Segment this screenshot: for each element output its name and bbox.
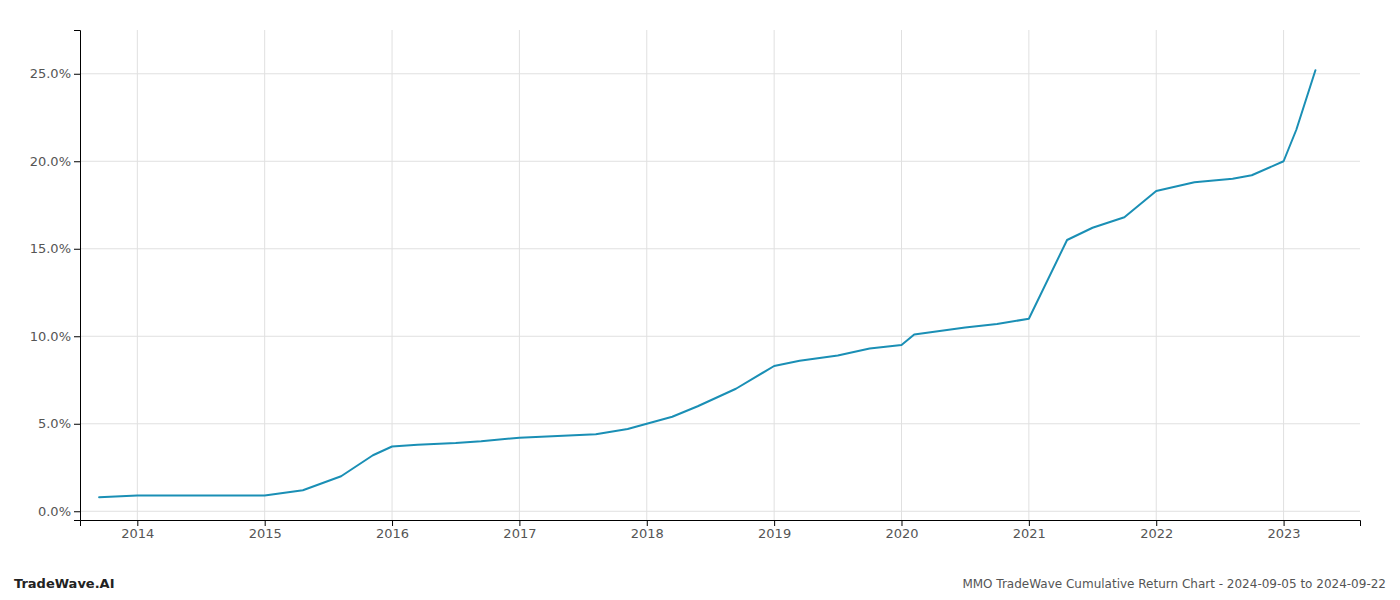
x-tick: 2015 bbox=[249, 520, 282, 541]
grid-line-x bbox=[901, 30, 902, 520]
x-tick-label: 2018 bbox=[631, 526, 664, 541]
y-tick: 0.0% bbox=[38, 504, 80, 519]
x-axis-line bbox=[81, 521, 1361, 527]
y-tick: 25.0% bbox=[30, 66, 80, 81]
x-tick-label: 2015 bbox=[249, 526, 282, 541]
y-tick-label: 15.0% bbox=[30, 241, 71, 256]
x-tick-label: 2022 bbox=[1140, 526, 1173, 541]
y-axis-line bbox=[74, 31, 81, 521]
y-tick-mark bbox=[74, 74, 80, 75]
x-tick: 2017 bbox=[503, 520, 536, 541]
y-tick-mark bbox=[74, 336, 80, 337]
grid-line-x bbox=[137, 30, 138, 520]
y-axis: 0.0% 5.0% 10.0% 15.0% 20.0% 25.0% bbox=[30, 31, 81, 521]
x-tick-label: 2017 bbox=[503, 526, 536, 541]
x-tick: 2021 bbox=[1013, 520, 1046, 541]
x-tick: 2016 bbox=[376, 520, 409, 541]
x-tick: 2022 bbox=[1140, 520, 1173, 541]
x-tick-label: 2023 bbox=[1268, 526, 1301, 541]
grid-line-x bbox=[264, 30, 265, 520]
y-tick-mark bbox=[74, 424, 80, 425]
grid-line-x bbox=[519, 30, 520, 520]
title: MMO TradeWave Cumulative Return Chart - … bbox=[962, 577, 1386, 591]
x-tick: 2019 bbox=[758, 520, 791, 541]
x-tick: 2023 bbox=[1268, 520, 1301, 541]
grid-line-x bbox=[774, 30, 775, 520]
grid-line-y bbox=[80, 336, 1360, 337]
y-tick-label: 0.0% bbox=[38, 504, 71, 519]
x-tick: 2020 bbox=[885, 520, 918, 541]
x-tick-mark bbox=[519, 520, 520, 526]
y-tick-label: 25.0% bbox=[30, 66, 71, 81]
watermark: TradeWave.AI bbox=[14, 576, 115, 591]
x-tick-label: 2020 bbox=[885, 526, 918, 541]
line bbox=[99, 70, 1315, 497]
grid-line-y bbox=[80, 248, 1360, 249]
grid-line-x bbox=[646, 30, 647, 520]
x-tick-label: 2014 bbox=[121, 526, 154, 541]
x-tick-mark bbox=[137, 520, 138, 526]
grid-line-x bbox=[1283, 30, 1284, 520]
x-tick-label: 2021 bbox=[1013, 526, 1046, 541]
y-tick-mark bbox=[74, 511, 80, 512]
y-tick: 10.0% bbox=[30, 329, 80, 344]
grid bbox=[80, 30, 1360, 520]
y-tick: 5.0% bbox=[38, 416, 80, 431]
x-tick: 2014 bbox=[121, 520, 154, 541]
grid-line-x bbox=[1156, 30, 1157, 520]
plot-area bbox=[99, 70, 1315, 497]
y-tick: 20.0% bbox=[30, 154, 80, 169]
y-tick-label: 10.0% bbox=[30, 329, 71, 344]
chart: 2014 2015 2016 2017 2018 2019 2020 2021 2022 2023… bbox=[0, 0, 1400, 600]
grid-line-x bbox=[1028, 30, 1029, 520]
grid-line-y bbox=[80, 73, 1360, 74]
y-tick: 15.0% bbox=[30, 241, 80, 256]
x-tick: 2018 bbox=[631, 520, 664, 541]
x-tick-label: 2019 bbox=[758, 526, 791, 541]
x-tick-mark bbox=[1284, 520, 1285, 526]
y-tick-label: 5.0% bbox=[38, 416, 71, 431]
x-tick-mark bbox=[901, 520, 902, 526]
x-tick-mark bbox=[647, 520, 648, 526]
x-tick-mark bbox=[1156, 520, 1157, 526]
x-tick-label: 2016 bbox=[376, 526, 409, 541]
grid-line-y bbox=[80, 511, 1360, 512]
x-tick-mark bbox=[265, 520, 266, 526]
y-tick-mark bbox=[74, 249, 80, 250]
x-tick-mark bbox=[1029, 520, 1030, 526]
x-tick-mark bbox=[392, 520, 393, 526]
x-axis: 2014 2015 2016 2017 2018 2019 2020 2021 2022 2023 bbox=[81, 520, 1361, 541]
y-tick-label: 20.0% bbox=[30, 154, 71, 169]
x-tick-mark bbox=[774, 520, 775, 526]
y-tick-mark bbox=[74, 161, 80, 162]
grid-line-y bbox=[80, 423, 1360, 424]
grid-line-y bbox=[80, 161, 1360, 162]
